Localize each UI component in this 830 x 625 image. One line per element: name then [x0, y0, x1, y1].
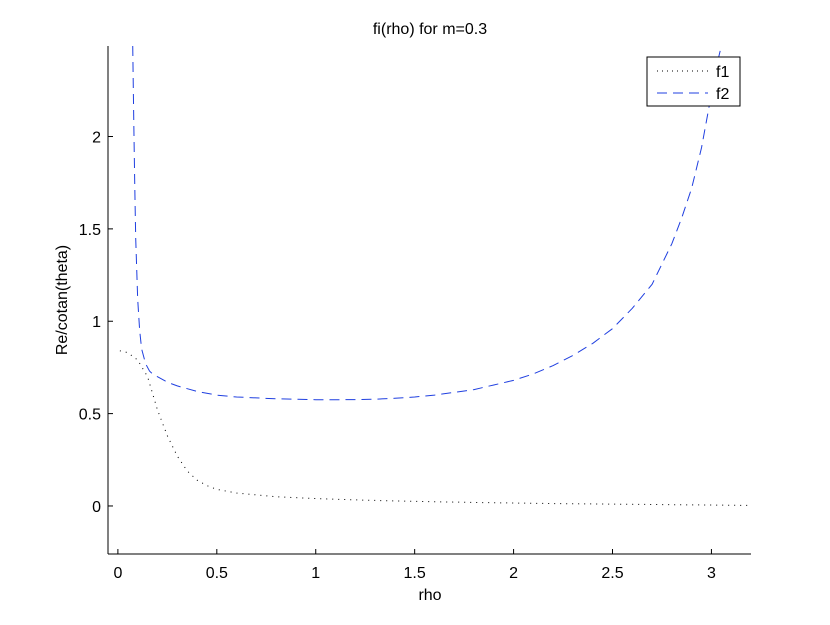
legend-box: [646, 56, 741, 107]
y-ticks: 0 0.5 1 1.5 2: [79, 130, 113, 516]
x-tick-label: 0: [113, 565, 122, 582]
series-f2-line: [132, 45, 722, 401]
x-tick-label: 3: [707, 565, 716, 582]
chart-title: fi(rho) for m=0.3: [373, 21, 487, 38]
y-tick-label: 0.5: [79, 407, 101, 424]
x-tick-label: 0.5: [206, 565, 228, 582]
y-tick-label: 1.5: [79, 222, 101, 239]
plot-area-background: [108, 46, 751, 554]
x-axis-label: rho: [418, 587, 441, 604]
x-tick-label: 1: [311, 565, 320, 582]
x-ticks: 0 0.5 1 1.5 2 2.5 3: [113, 549, 716, 582]
legend: f1 f2: [646, 56, 741, 107]
x-tick-label: 2: [509, 565, 518, 582]
y-tick-label: 2: [92, 130, 101, 147]
x-tick-label: 1.5: [404, 565, 426, 582]
x-tick-label: 2.5: [601, 565, 623, 582]
legend-f2-label: f2: [716, 86, 729, 103]
series-layer: [119, 45, 752, 506]
y-tick-label: 1: [92, 314, 101, 331]
y-tick-label: 0: [92, 499, 101, 516]
legend-f1-label: f1: [716, 64, 729, 81]
y-axis-label: Re/cotan(theta): [54, 245, 71, 355]
